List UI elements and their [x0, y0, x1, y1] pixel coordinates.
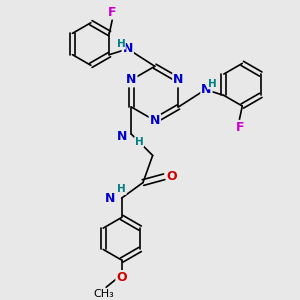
Text: F: F	[236, 121, 244, 134]
Text: F: F	[108, 5, 116, 19]
Text: CH₃: CH₃	[94, 289, 115, 299]
Text: H: H	[135, 137, 143, 147]
Text: H: H	[117, 184, 126, 194]
Text: N: N	[126, 74, 136, 86]
Text: N: N	[105, 192, 115, 205]
Text: N: N	[201, 83, 212, 96]
Text: O: O	[167, 170, 177, 183]
Text: H: H	[117, 39, 125, 49]
Text: N: N	[173, 74, 184, 86]
Text: N: N	[116, 130, 127, 142]
Text: N: N	[122, 42, 133, 56]
Text: H: H	[208, 79, 217, 89]
Text: N: N	[150, 114, 160, 127]
Text: O: O	[116, 271, 127, 284]
